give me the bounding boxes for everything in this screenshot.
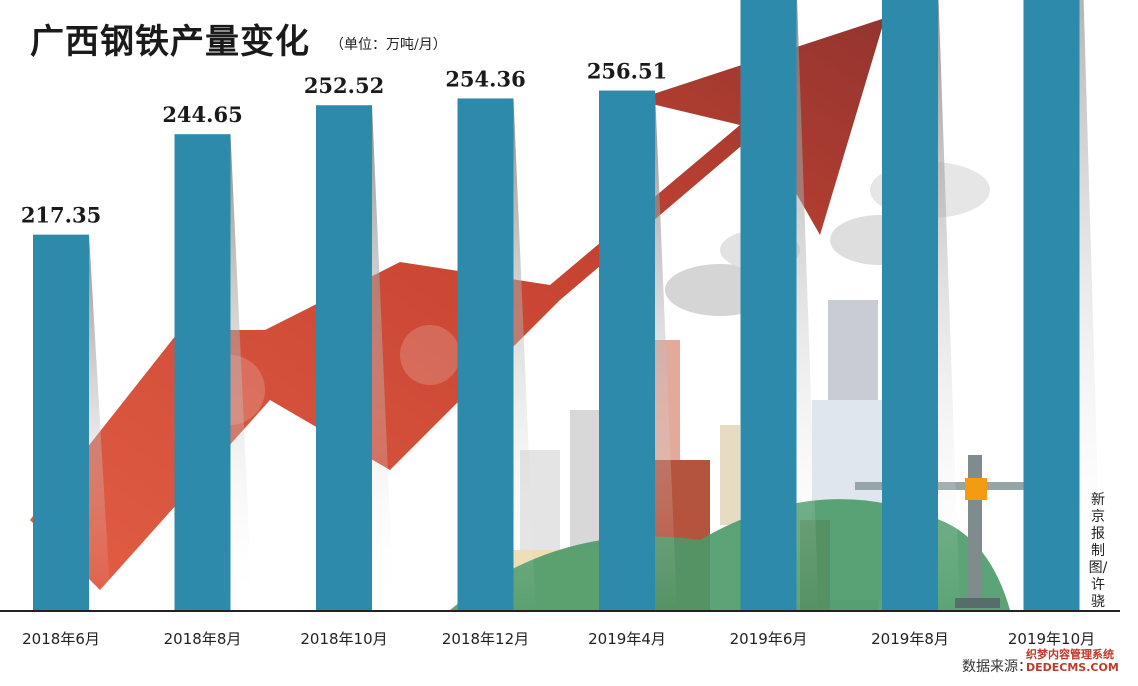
bar-shadow xyxy=(513,98,536,610)
category-label: 2018年8月 xyxy=(164,630,242,648)
bar-shadow xyxy=(1079,0,1102,610)
bar-shadow xyxy=(230,134,253,611)
bar-value-label: 254.36 xyxy=(445,66,525,91)
bar-shadows xyxy=(89,0,1102,611)
watermark-line1: 织梦内容管理系统 xyxy=(1026,648,1114,661)
bar-shadow xyxy=(372,105,394,610)
bar-value-label: 256.51 xyxy=(587,59,667,84)
unit-label: （单位：万吨/月） xyxy=(330,37,447,53)
bar-series xyxy=(33,0,1080,611)
bar xyxy=(740,0,797,611)
category-labels: 2018年6月 2018年8月 2018年10月 2018年12月 2019年4月 201… xyxy=(22,630,1095,648)
bar-value-label: 244.65 xyxy=(162,102,242,127)
bar xyxy=(174,134,231,611)
bar-value-label: 252.52 xyxy=(304,73,384,98)
category-label: 2019年4月 xyxy=(588,630,666,648)
bar-value-label: 217.35 xyxy=(21,203,101,228)
bar-shadow xyxy=(89,234,111,611)
watermark-line2: DEDECMS.COM xyxy=(1026,661,1119,674)
category-label: 2019年10月 xyxy=(1008,630,1095,648)
bar xyxy=(33,234,89,611)
data-source-label: 数据来源： xyxy=(962,659,1032,675)
bar xyxy=(457,98,514,610)
watermark: 织梦内容管理系统 DEDECMS.COM xyxy=(1026,648,1119,674)
bar-shadow xyxy=(938,0,960,610)
category-label: 2019年6月 xyxy=(730,630,808,648)
chart-title: 广西钢铁产量变化 xyxy=(30,22,310,62)
bar xyxy=(316,105,372,610)
value-labels: 217.35244.65252.52254.36256.51285.47285.… xyxy=(21,59,667,228)
bar xyxy=(1023,0,1080,610)
bar-shadow xyxy=(796,0,819,610)
category-label: 2019年8月 xyxy=(871,630,949,648)
credit-text: 新京报制图/许骁 xyxy=(1088,492,1108,610)
category-label: 2018年10月 xyxy=(300,630,387,648)
bar-shadow xyxy=(655,90,677,610)
bar xyxy=(882,0,938,611)
bar xyxy=(599,90,655,610)
category-label: 2018年12月 xyxy=(442,630,529,648)
category-label: 2018年6月 xyxy=(22,630,100,648)
